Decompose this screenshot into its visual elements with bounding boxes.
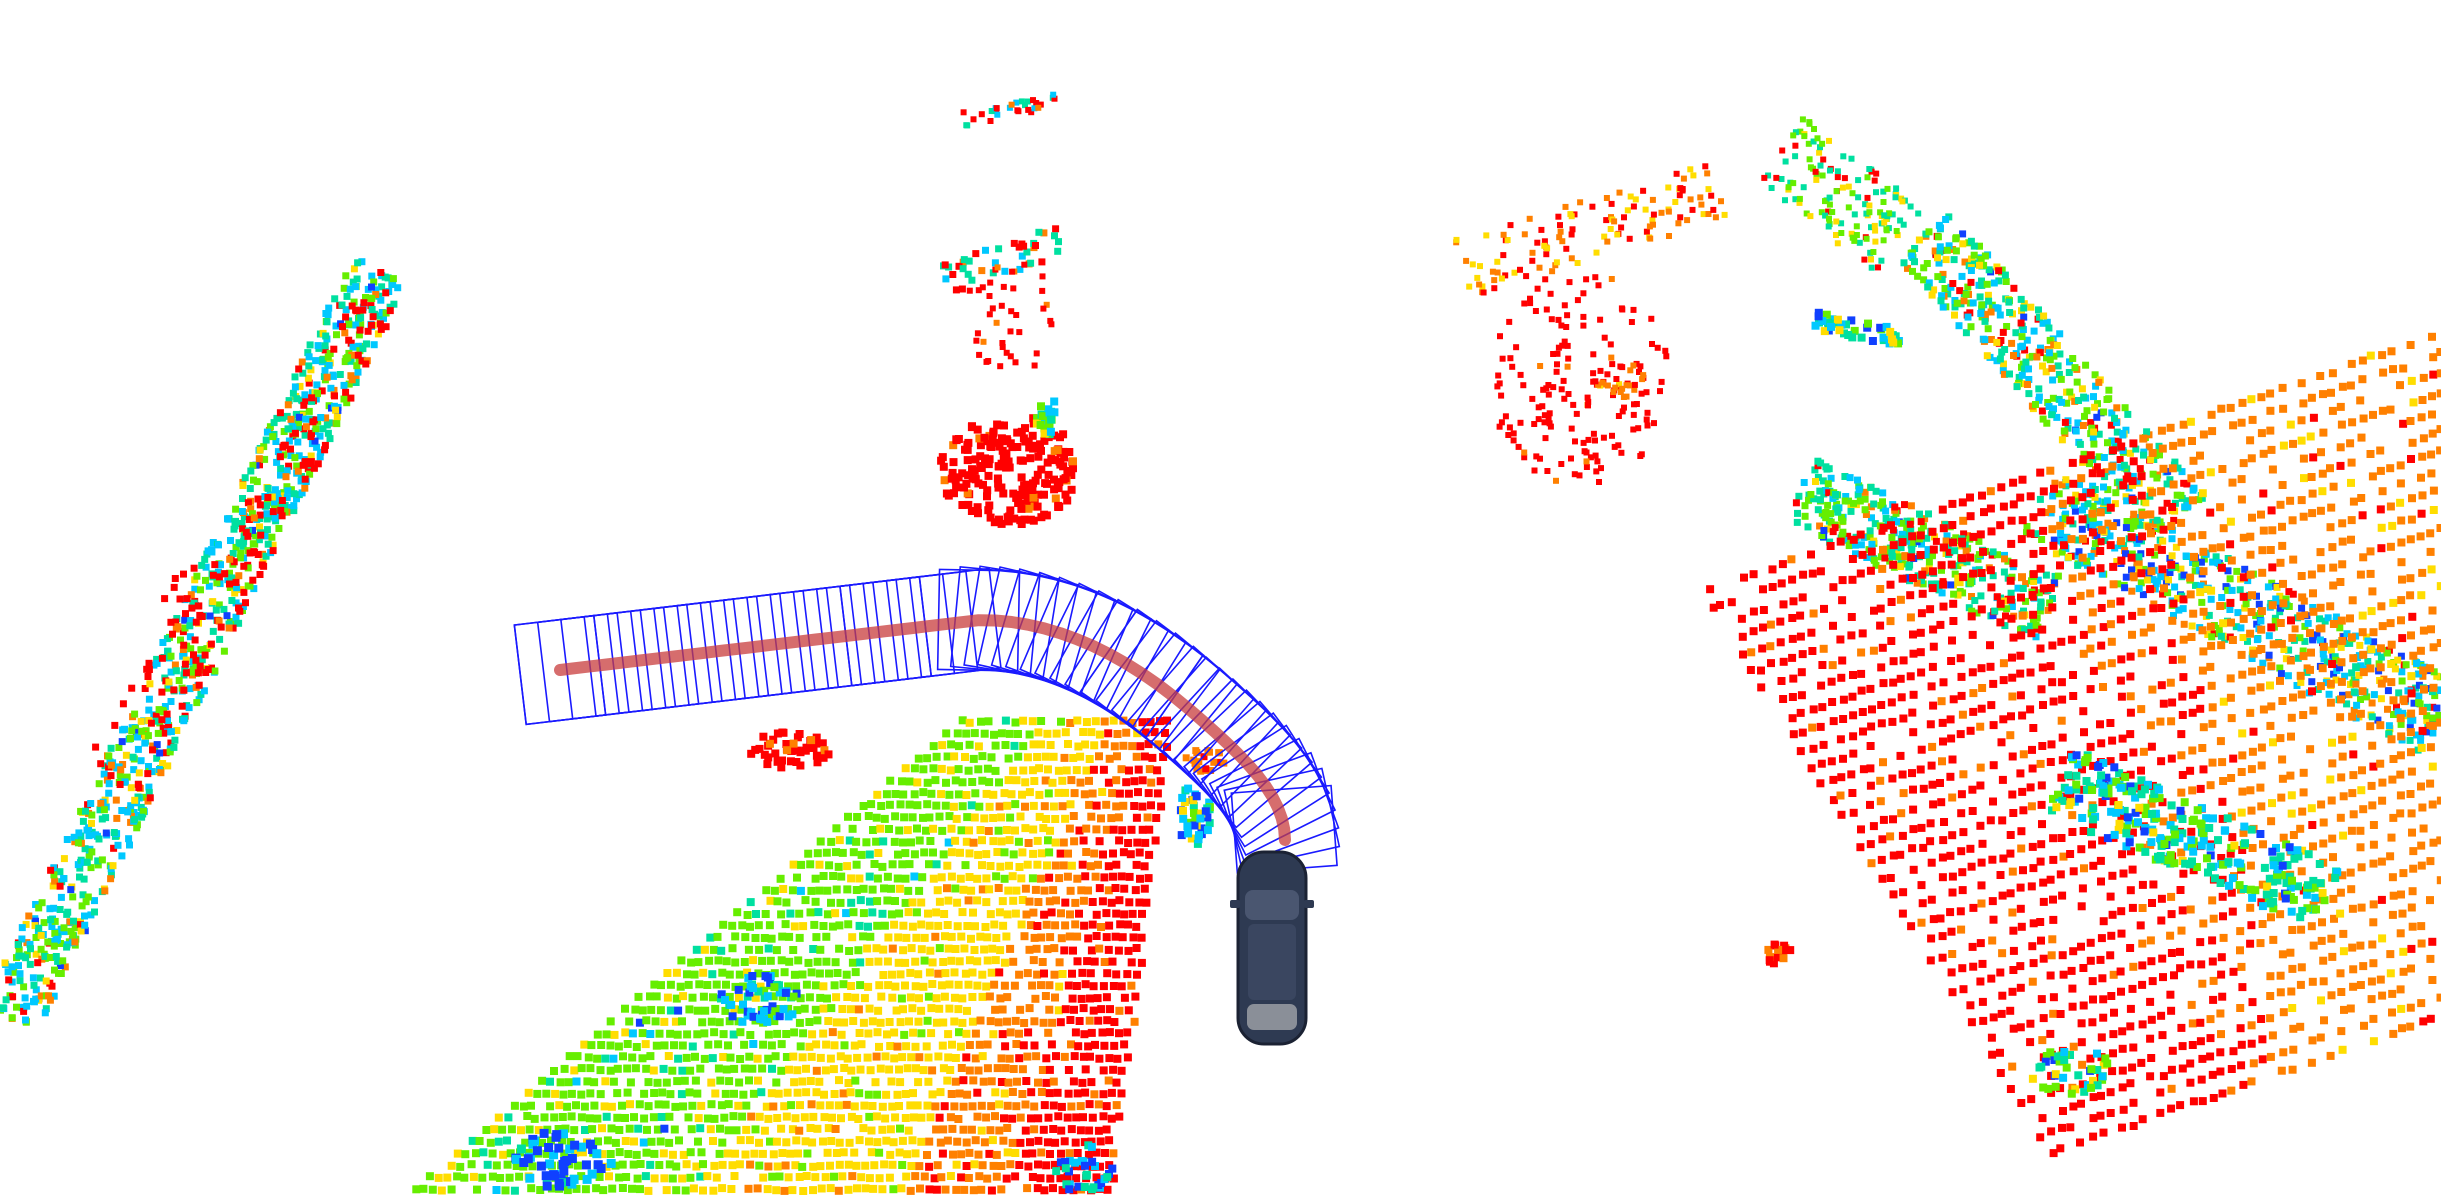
vehicle-mirror-left — [1230, 900, 1240, 908]
ego-vehicle[interactable] — [1230, 850, 1314, 1046]
car-top-view-icon — [1230, 850, 1314, 1046]
point-cloud-layer — [0, 91, 2441, 1195]
vehicle-mirror-right — [1304, 900, 1314, 908]
vehicle-roof — [1248, 924, 1296, 1000]
vehicle-rear-glass — [1247, 1004, 1297, 1030]
planned-trajectory-layer — [554, 614, 1291, 846]
vehicle-windshield — [1245, 890, 1299, 920]
